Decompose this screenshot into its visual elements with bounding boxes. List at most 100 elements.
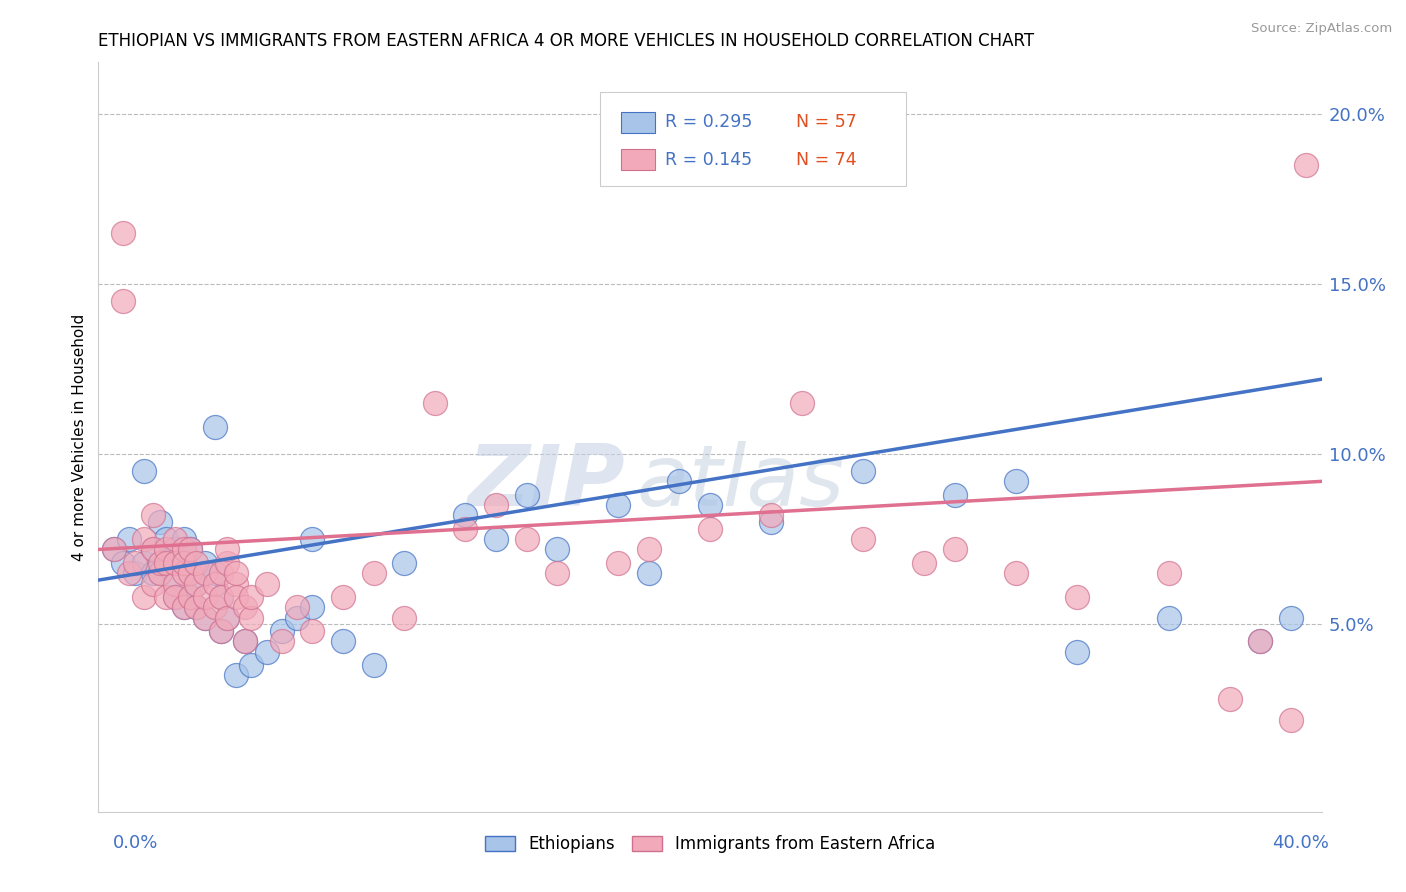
Point: [194, 556, 217, 570]
Point: [179, 590, 201, 604]
Point: [163, 590, 186, 604]
Point: [233, 600, 256, 615]
Text: N = 57: N = 57: [796, 113, 856, 131]
Point: [118, 533, 141, 547]
Point: [209, 624, 232, 639]
Point: [1279, 713, 1302, 727]
Point: [1066, 645, 1088, 659]
Point: [163, 542, 186, 557]
Point: [186, 600, 208, 615]
Point: [759, 515, 782, 529]
Point: [204, 566, 226, 581]
Point: [173, 556, 195, 570]
Point: [194, 610, 217, 624]
Point: [173, 600, 195, 615]
Point: [163, 533, 186, 547]
Point: [454, 522, 477, 536]
Point: [186, 576, 208, 591]
Point: [142, 542, 165, 557]
Point: [215, 610, 238, 624]
Point: [225, 576, 247, 591]
Point: [240, 658, 263, 673]
Point: [209, 624, 232, 639]
Point: [142, 508, 165, 523]
Point: [852, 464, 875, 478]
Point: [1295, 158, 1317, 172]
Point: [332, 590, 354, 604]
Point: [173, 533, 195, 547]
Point: [194, 610, 217, 624]
Text: atlas: atlas: [637, 441, 845, 524]
Point: [790, 396, 813, 410]
Point: [301, 624, 323, 639]
Point: [1004, 475, 1026, 489]
Point: [111, 226, 134, 240]
Point: [285, 600, 308, 615]
Point: [179, 542, 201, 557]
Point: [699, 522, 721, 536]
Point: [173, 600, 195, 615]
Point: [155, 590, 177, 604]
Point: [1249, 634, 1271, 648]
Point: [215, 542, 238, 557]
Point: [668, 475, 690, 489]
Point: [759, 508, 782, 523]
Point: [516, 488, 538, 502]
Point: [173, 566, 195, 581]
Point: [1157, 566, 1180, 581]
Point: [943, 542, 966, 557]
Point: [204, 576, 226, 591]
Point: [301, 533, 323, 547]
Point: [179, 566, 201, 581]
Point: [186, 600, 208, 615]
Point: [363, 566, 385, 581]
Point: [256, 645, 278, 659]
Point: [173, 542, 195, 557]
Point: [111, 556, 134, 570]
Point: [215, 610, 238, 624]
Point: [546, 566, 568, 581]
Text: Source: ZipAtlas.com: Source: ZipAtlas.com: [1251, 22, 1392, 36]
Text: 40.0%: 40.0%: [1272, 834, 1329, 852]
Point: [454, 508, 477, 523]
Point: [912, 556, 935, 570]
Point: [149, 566, 172, 581]
Point: [546, 542, 568, 557]
Point: [204, 420, 226, 434]
Point: [225, 590, 247, 604]
Legend: Ethiopians, Immigrants from Eastern Africa: Ethiopians, Immigrants from Eastern Afri…: [478, 829, 942, 860]
Point: [103, 542, 125, 557]
Point: [134, 556, 156, 570]
Point: [179, 590, 201, 604]
Point: [225, 566, 247, 581]
Point: [392, 610, 416, 624]
Point: [163, 556, 186, 570]
Point: [209, 590, 232, 604]
Point: [270, 634, 292, 648]
Point: [163, 590, 186, 604]
Point: [142, 576, 165, 591]
Point: [392, 556, 416, 570]
Point: [155, 556, 177, 570]
Text: 0.0%: 0.0%: [112, 834, 157, 852]
Point: [225, 668, 247, 682]
Point: [209, 590, 232, 604]
FancyBboxPatch shape: [600, 93, 905, 186]
Point: [285, 610, 308, 624]
Point: [607, 498, 630, 512]
Point: [149, 566, 172, 581]
Point: [204, 600, 226, 615]
Point: [1249, 634, 1271, 648]
Point: [516, 533, 538, 547]
Point: [1279, 610, 1302, 624]
Text: R = 0.145: R = 0.145: [665, 151, 752, 169]
Point: [103, 542, 125, 557]
Point: [485, 498, 508, 512]
Point: [1157, 610, 1180, 624]
Point: [233, 634, 256, 648]
Point: [1066, 590, 1088, 604]
Point: [124, 566, 146, 581]
Point: [163, 576, 186, 591]
Point: [149, 515, 172, 529]
FancyBboxPatch shape: [620, 112, 655, 133]
